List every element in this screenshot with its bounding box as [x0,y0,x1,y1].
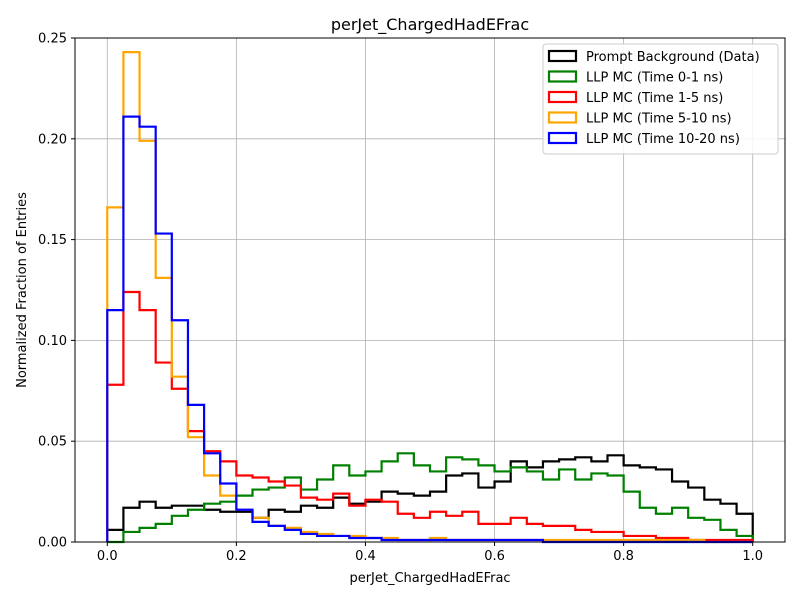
legend-swatch [547,49,578,63]
legend-box [542,43,779,155]
plot-frame [74,37,786,543]
legend-swatch [547,90,578,104]
x-tick-label: 0.2 [226,549,247,564]
legend-swatch [547,131,578,145]
y-tick-label: 0.10 [38,334,67,349]
legend-swatch [547,70,578,83]
legend: Prompt Background (Data) LLP MC (Time 0-1… [542,43,779,155]
y-tick-label: 0.15 [38,233,67,248]
x-tick-label: 0.6 [484,549,505,564]
legend-label: LLP MC (Time 1-5 ns) [586,91,723,106]
chart-title: perJet_ChargedHadEFrac [331,15,529,35]
series-line-1 [107,452,754,544]
x-tick-label: 0.4 [355,549,376,564]
y-tick-label: 0.00 [38,536,67,551]
x-tick-label: 1.0 [742,549,763,564]
series-line-0 [106,454,754,542]
legend-label: LLP MC (Time 10-20 ns) [586,132,740,147]
legend-swatch [547,111,578,124]
y-tick-label: 0.05 [38,435,67,450]
axis-ticks: 0.0 0.2 0.4 0.6 0.8 1.0 0.00 0.05 0.10 0.15 0.20 0.… [38,32,763,565]
x-tick-label: 0.0 [97,549,118,564]
y-tick-label: 0.20 [38,132,67,147]
x-axis-title: perJet_ChargedHadEFrac [349,571,510,586]
y-axis-title: Normalized Fraction of Entries [15,192,30,388]
x-tick-label: 0.8 [613,549,634,564]
legend-label: Prompt Background (Data) [586,50,760,65]
legend-label: LLP MC (Time 0-1 ns) [586,71,723,86]
y-tick-label: 0.25 [38,32,67,47]
legend-label: LLP MC (Time 5-10 ns) [586,112,732,127]
